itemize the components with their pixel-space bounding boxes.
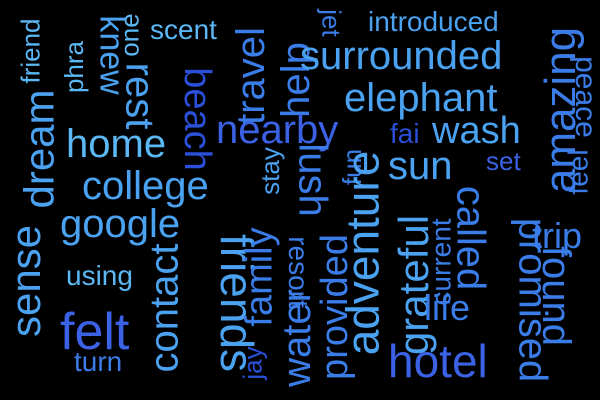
word-friend: friend — [15, 18, 46, 84]
word-phra: phra — [59, 40, 90, 94]
word-provided: provided — [313, 234, 356, 380]
word-one: one — [114, 13, 145, 57]
word-surrounded: surrounded — [300, 34, 503, 78]
word-life: life — [424, 287, 471, 328]
word-fai: fai — [390, 118, 420, 149]
word-water: water — [274, 289, 319, 387]
word-beach: beach — [175, 67, 218, 171]
word-hotel: hotel — [388, 335, 488, 387]
word-trip: trip — [532, 215, 583, 256]
word-using: using — [66, 260, 133, 291]
word-sense: sense — [2, 224, 50, 338]
word-jay: jay — [237, 346, 268, 380]
word-nearby: nearby — [216, 108, 339, 152]
word-stay: stay — [254, 147, 285, 195]
word-found: found — [534, 245, 579, 347]
word-introduced: introduced — [368, 6, 499, 37]
word-family: family — [238, 227, 281, 327]
word-rest: rest — [117, 62, 162, 130]
word-college: college — [82, 164, 209, 208]
word-feel: feel — [562, 149, 594, 195]
word-scent: scent — [150, 14, 217, 45]
word-jet: jet — [316, 9, 347, 37]
word-google: google — [60, 202, 181, 246]
word-home: home — [66, 122, 167, 166]
word-lush: lush — [290, 143, 335, 217]
word-elephant: elephant — [344, 76, 498, 120]
word-turn: turn — [74, 346, 123, 377]
word-set: set — [486, 146, 521, 176]
word-felt: felt — [60, 303, 130, 361]
word-sun: sun — [388, 144, 453, 188]
word-peace: peace — [568, 56, 600, 138]
word-contact: contact — [142, 243, 187, 373]
word-wash: wash — [432, 110, 521, 152]
word-dream: dream — [15, 89, 63, 209]
